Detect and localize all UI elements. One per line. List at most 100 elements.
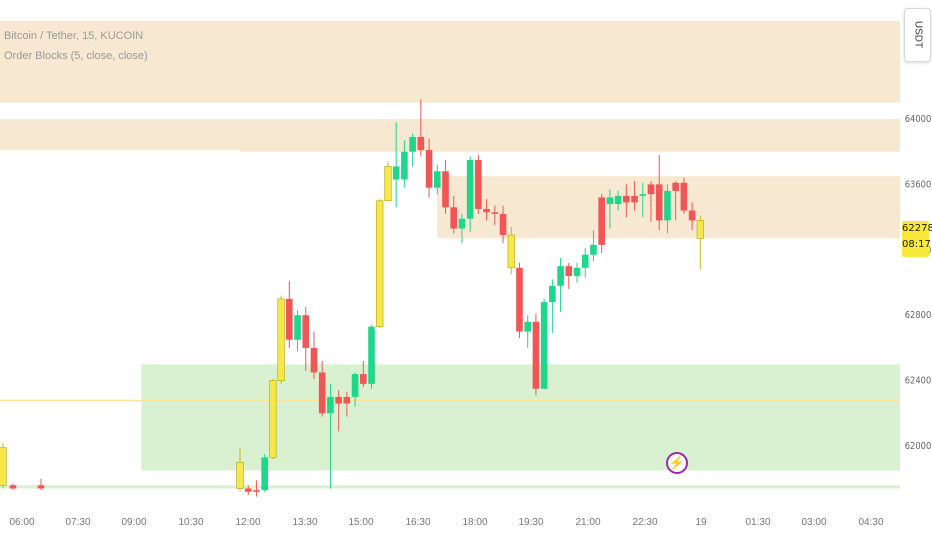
candle [351,372,359,407]
candle [507,226,515,275]
price-tick-label: 64000.0 [905,115,932,126]
candle [565,262,573,290]
candle [647,181,655,223]
candle-body [655,184,663,221]
candle-body [540,302,548,389]
candle-body [417,136,425,151]
candle-body [524,321,531,332]
candle [573,262,581,283]
candle [318,360,326,417]
candle-body [590,244,597,255]
candle-body [606,197,614,205]
candle [614,190,622,211]
candle-body [302,315,310,348]
candle-body [549,285,556,303]
candle [475,154,482,214]
candle-body [664,190,671,221]
time-tick-label: 18:00 [462,517,487,528]
candle [664,184,671,234]
candle [236,447,244,492]
time-tick-label: 13:30 [292,517,317,528]
candle-body [614,195,622,205]
candle [294,310,301,352]
candle-body [294,315,301,340]
candle-body [261,457,268,491]
time-tick-label: 07:30 [65,517,90,528]
candle [639,182,647,218]
time-tick-label: 03:00 [801,517,826,528]
candle-body [244,488,252,492]
candle [450,195,458,234]
candle-body [483,208,490,213]
candle [368,325,375,389]
candlestick-series [0,99,704,497]
lightning-icon[interactable]: ⚡ [666,452,688,474]
candle [540,298,548,389]
candle [491,205,499,226]
candle [433,164,441,195]
candle-body [0,447,7,486]
candle-body [335,396,342,404]
candle-body [409,136,416,152]
candle-body [475,159,482,209]
time-tick-label: 19:30 [518,517,543,528]
candle [360,360,367,388]
candle [606,189,614,229]
candle-body [458,218,466,229]
price-axis[interactable]: 64000.063600.063200.062800.062400.062000… [902,0,932,550]
candle [623,184,630,218]
candle [244,485,252,496]
candle-body [368,326,375,384]
candle [524,315,531,348]
candle-body [384,166,392,202]
candle [696,215,704,270]
candle [581,248,589,278]
candle-body [680,182,688,211]
candle [655,154,663,231]
candle-body [450,207,458,229]
bar-countdown: 08:17 [902,239,931,250]
candle-body [442,171,449,208]
candle [516,262,523,339]
indicator-label[interactable]: Order Blocks (5, close, close) [4,50,148,62]
candle-body [360,374,367,384]
candle [688,202,696,231]
candle [549,279,556,334]
price-tick-label: 62000.0 [905,442,932,453]
current-price-value: 62278.4 [902,223,932,234]
candle [401,140,408,188]
candle-body [598,197,605,245]
time-tick-label: 01:30 [745,517,770,528]
bearish-order-block [240,146,900,152]
candle-body [631,195,638,203]
candle-body [672,182,679,191]
candle [392,122,400,208]
candle [327,383,334,489]
time-tick-label: 22:30 [632,517,657,528]
candle-body [318,372,326,414]
candle-body [310,347,318,373]
bullish-order-block [0,485,900,489]
candle [253,480,260,497]
time-tick-label: 10:30 [178,517,203,528]
currency-label: USDT [912,20,924,49]
candle-body [491,212,499,214]
time-tick-label: 16:30 [405,517,430,528]
candle [425,138,433,198]
candle-body [499,213,507,236]
candle-body [425,150,433,188]
time-axis[interactable]: 06:00 07:30 09:00 10:30 12:00 13:30 15:00 16:30… [9,517,883,528]
symbol-title[interactable]: Bitcoin / Tether, 15, KUCOIN [4,30,144,42]
price-tick-label: 63600.0 [905,180,932,191]
candle [458,213,466,244]
candle-body [269,380,277,458]
candle [286,280,293,348]
time-tick-label: 21:00 [575,517,600,528]
candle [376,199,384,329]
time-tick-label: 12:00 [235,517,260,528]
candle-body [466,159,474,219]
currency-button[interactable]: USDT [904,8,931,62]
bullish-order-block [141,364,901,471]
candle [631,181,638,211]
